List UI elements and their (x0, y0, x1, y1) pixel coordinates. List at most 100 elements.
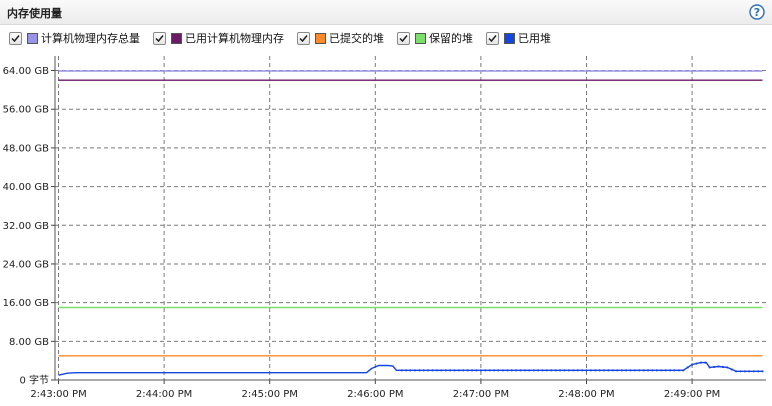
x-tick-label: 2:49:00 PM (664, 389, 720, 400)
heap-point (405, 369, 408, 372)
heap-point (620, 369, 623, 372)
heap-point (664, 369, 667, 372)
heap-point (409, 369, 412, 372)
heap-point (682, 369, 685, 372)
heap-point (660, 369, 663, 372)
heap-point (497, 369, 500, 372)
legend-item-used-physical-memory[interactable]: 已用计算机物理内存 (153, 30, 284, 46)
panel-title: 内存使用量 (7, 7, 62, 20)
heap-point (721, 365, 724, 369)
heap-point (642, 369, 645, 372)
x-tick-label: 2:47:00 PM (453, 389, 509, 400)
heap-point (400, 369, 403, 372)
heap-point (488, 369, 491, 372)
heap-point (602, 369, 606, 372)
heap-point (484, 369, 487, 372)
heap-point (695, 362, 698, 365)
y-tick-label: 64.00 GB (3, 66, 50, 77)
heap-point (528, 369, 531, 372)
heap-point (743, 370, 746, 373)
heap-point (501, 369, 504, 372)
question-circle-icon[interactable]: ? (749, 4, 765, 20)
heap-point (440, 369, 443, 372)
y-tick-label: 16.00 GB (3, 298, 50, 309)
heap-point (651, 369, 654, 372)
heap-point (739, 370, 742, 373)
x-tick-label: 2:48:00 PM (558, 389, 614, 400)
heap-point (734, 370, 738, 373)
heap-point (668, 369, 672, 372)
heap-point (558, 369, 562, 372)
heap-point (545, 369, 548, 372)
legend-item-reserved-heap[interactable]: 保留的堆 (397, 30, 473, 46)
heap-point (462, 369, 465, 372)
heap-point (576, 369, 579, 372)
heap-point (453, 369, 456, 372)
heap-point (712, 365, 716, 369)
heap-point (748, 370, 751, 373)
heap-point (448, 369, 452, 372)
heap-point (761, 370, 764, 373)
heap-point (730, 368, 733, 371)
heap-point (475, 369, 478, 372)
heap-point (686, 366, 689, 369)
heap-point (585, 369, 588, 372)
legend-checkbox[interactable] (397, 31, 410, 45)
heap-point (567, 369, 570, 372)
chart-legend: 计算机物理内存总量 已用计算机物理内存 已提交的堆 保留的堆 已用堆 (9, 30, 564, 46)
heap-point (466, 369, 469, 372)
x-tick-label: 2:46:00 PM (347, 389, 403, 400)
heap-point (422, 369, 425, 372)
legend-checkbox[interactable] (486, 31, 499, 45)
legend-checkbox[interactable] (9, 31, 22, 45)
heap-point (611, 369, 614, 372)
heap-point (431, 369, 434, 372)
legend-checkbox[interactable] (297, 31, 310, 45)
heap-point (523, 369, 526, 372)
y-tick-label: 56.00 GB (3, 105, 50, 116)
heap-point (607, 369, 610, 372)
heap-point (435, 369, 438, 372)
legend-label: 计算机物理内存总量 (41, 32, 140, 45)
heap-point (563, 369, 566, 372)
x-tick-label: 2:44:00 PM (136, 389, 192, 400)
heap-point (532, 369, 535, 372)
heap-point (629, 369, 632, 372)
heap-point (677, 369, 680, 372)
heap-point (418, 369, 421, 372)
x-tick-label: 2:43:00 PM (30, 389, 86, 400)
y-tick-label: 40.00 GB (3, 182, 50, 193)
heap-point (589, 369, 592, 372)
legend-label: 保留的堆 (429, 32, 473, 45)
heap-point (673, 369, 676, 372)
heap-point (550, 369, 553, 372)
heap-point (554, 369, 557, 372)
heap-point (470, 369, 474, 372)
panel-header: 内存使用量 ? (0, 0, 772, 25)
legend-checkbox[interactable] (153, 31, 166, 45)
legend-swatch (315, 32, 326, 44)
heap-point (616, 369, 619, 372)
legend-item-used-heap[interactable]: 已用堆 (486, 30, 551, 46)
y-tick-label: 8.00 GB (9, 337, 49, 348)
legend-label: 已用计算机物理内存 (185, 32, 284, 45)
legend-swatch (171, 32, 182, 44)
y-tick-label: 48.00 GB (3, 143, 50, 154)
legend-label: 已提交的堆 (329, 32, 384, 45)
heap-point (444, 369, 447, 372)
heap-point (519, 369, 522, 372)
heap-point (726, 366, 729, 369)
heap-point (426, 369, 430, 372)
legend-swatch (504, 32, 515, 44)
heap-point (690, 363, 694, 366)
legend-item-total-physical-memory[interactable]: 计算机物理内存总量 (9, 30, 140, 46)
heap-point (638, 369, 641, 372)
heap-point (580, 369, 584, 372)
heap-point (704, 361, 707, 364)
legend-item-committed-heap[interactable]: 已提交的堆 (297, 30, 384, 46)
heap-point (479, 369, 482, 372)
y-tick-label: 24.00 GB (3, 259, 50, 270)
heap-point (655, 369, 658, 372)
heap-point (646, 369, 650, 372)
